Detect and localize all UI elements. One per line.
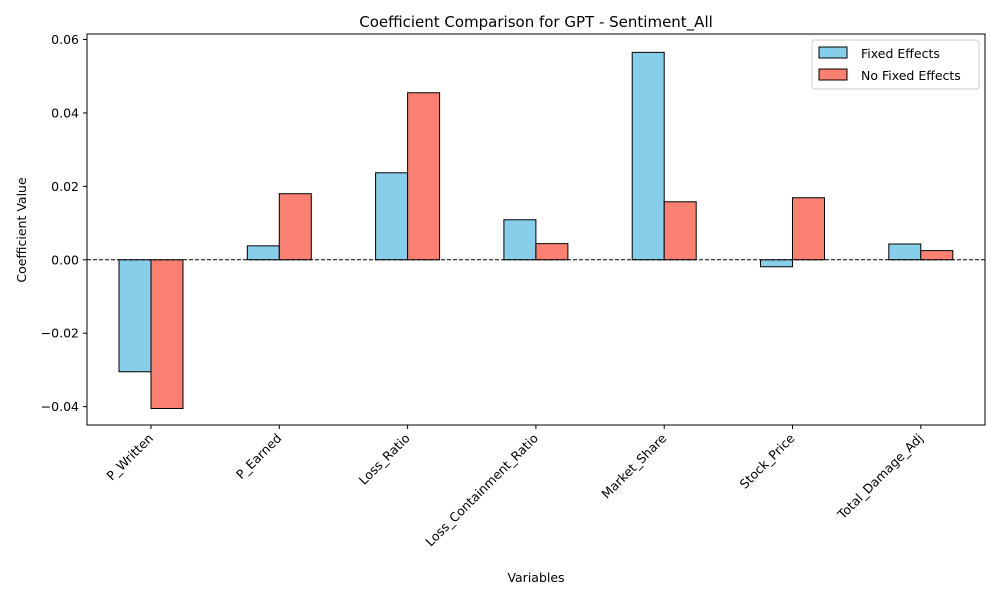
bar-fixed-effects-p-written (118, 259, 152, 373)
x-tick-label-stock-price: Stock_Price (737, 430, 798, 491)
plot-frame (86, 33, 986, 426)
legend-swatch-fixed-effects (818, 46, 848, 59)
y-axis-title: Coefficient Value (14, 177, 29, 283)
legend-label-no-fixed-effects: No Fixed Effects (861, 68, 961, 83)
x-axis-title: Variables (507, 570, 564, 585)
legend: Fixed Effects No Fixed Effects (811, 39, 980, 90)
bar-no-fixed-effects-total-damage-adj (920, 250, 954, 261)
legend-swatch-no-fixed-effects (818, 68, 848, 81)
x-tick-label-p-earned: P_Earned (233, 431, 284, 482)
bar-fixed-effects-total-damage-adj (888, 243, 922, 261)
x-tick-label-loss-ratio: Loss_Ratio (356, 431, 413, 488)
y-tick-label: 0.04 (51, 105, 79, 120)
legend-label-fixed-effects: Fixed Effects (861, 46, 940, 61)
bar-no-fixed-effects-market-share (663, 201, 697, 261)
bar-no-fixed-effects-loss-containment-ratio (535, 243, 569, 261)
x-axis-ticks: P_Written P_Earned Loss_Ratio Loss_Containm… (103, 425, 926, 549)
bar-no-fixed-effects-stock-price (792, 197, 825, 261)
y-tick-label: 0.06 (51, 32, 79, 47)
y-tick-label: 0.02 (51, 179, 79, 194)
y-tick-label: 0.00 (51, 252, 79, 267)
x-tick-label-p-written: P_Written (103, 431, 156, 484)
bar-fixed-effects-loss-containment-ratio (503, 219, 537, 261)
bar-no-fixed-effects-p-written (150, 259, 184, 409)
x-tick-label-market-share: Market_Share (598, 430, 669, 501)
bar-fixed-effects-p-earned (246, 245, 280, 261)
bar-fixed-effects-loss-ratio (375, 172, 409, 261)
x-tick-label-total-damage-adj: Total_Damage_Adj (834, 431, 926, 523)
y-axis-ticks: −0.04 −0.02 0.00 0.02 0.04 0.06 (41, 32, 87, 414)
bar-no-fixed-effects-p-earned (278, 193, 312, 261)
bar-no-fixed-effects-loss-ratio (407, 92, 441, 261)
chart-title: Coefficient Comparison for GPT - Sentime… (359, 13, 713, 32)
bars-group (118, 51, 954, 409)
x-tick-label-loss-containment-ratio: Loss_Containment_Ratio (422, 431, 541, 550)
legend-frame (811, 39, 980, 90)
bar-fixed-effects-stock-price (760, 259, 793, 268)
y-tick-label: −0.02 (41, 326, 79, 341)
y-tick-label: −0.04 (41, 399, 79, 414)
bar-fixed-effects-market-share (631, 51, 665, 261)
